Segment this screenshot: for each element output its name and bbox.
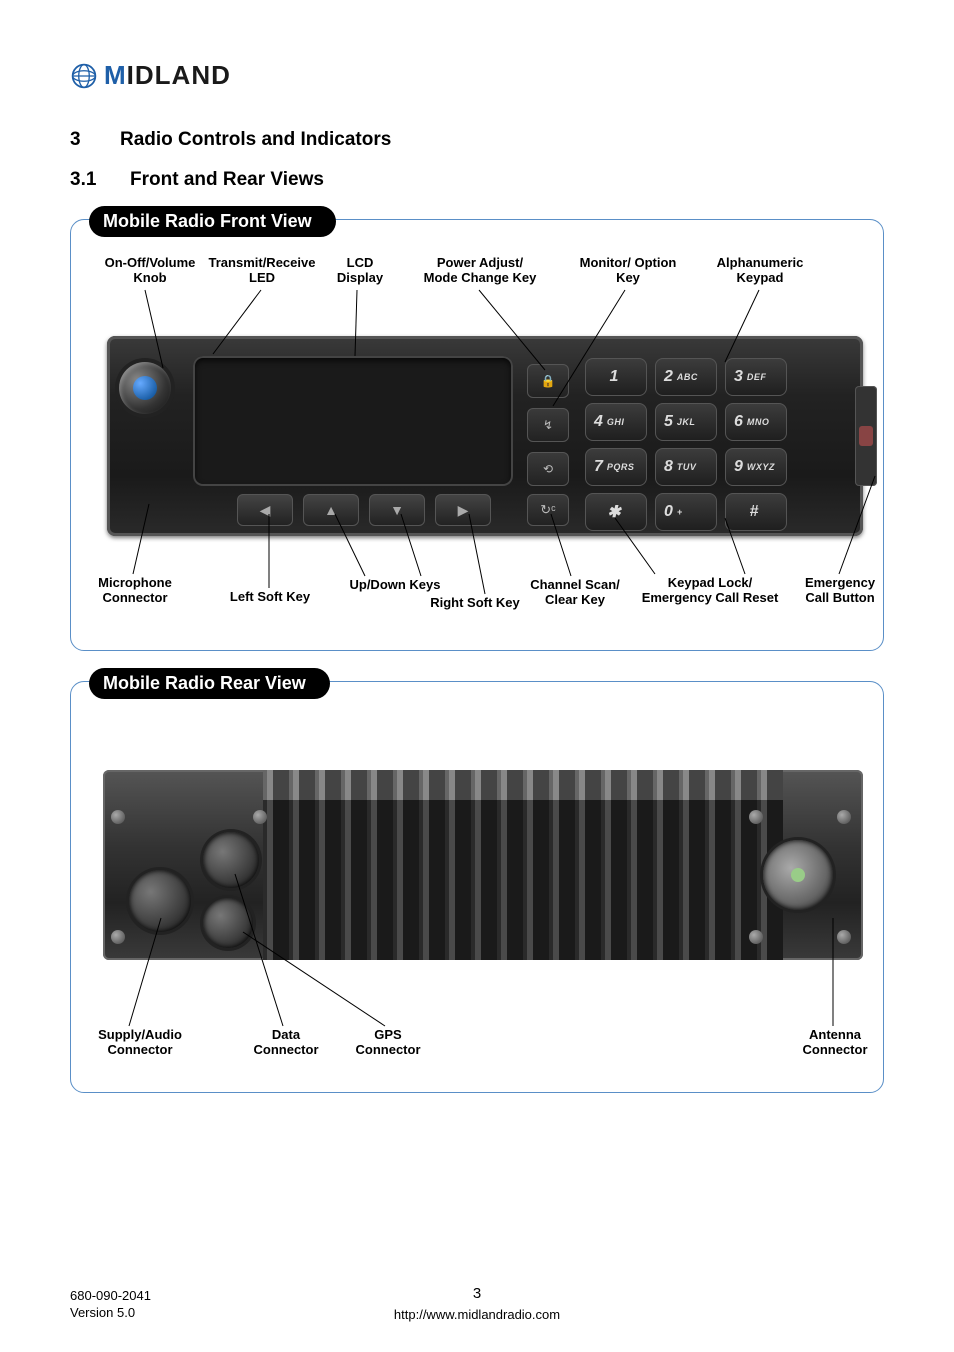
subsection-title: Front and Rear Views (130, 169, 324, 190)
soft-key: ▲ (303, 494, 359, 526)
callout-label: Supply/AudioConnector (85, 1028, 195, 1058)
alphanumeric-keypad: 12ABC3DEF 4GHI5JKL6MNO 7PQRS8TUV9WXYZ ✱0+# (585, 358, 787, 531)
volume-knob (119, 362, 171, 414)
callout-label: MicrophoneConnector (85, 576, 185, 606)
callout-label: Transmit/ReceiveLED (197, 256, 327, 286)
brand-logo: MIDLAND (70, 60, 884, 91)
screw-icon (837, 810, 851, 824)
rear-view-diagram: Supply/AudioConnector DataConnector GPSCon… (85, 718, 869, 1078)
side-button: 🔒 (527, 364, 569, 398)
lcd-display (193, 356, 513, 486)
side-button-column: 🔒 ↯ ⟲ (527, 364, 569, 486)
footer-page-number: 3 (473, 1285, 481, 1302)
side-button: ⟲ (527, 452, 569, 486)
clear-button: ↻ᶜ (527, 494, 569, 526)
screw-icon (111, 810, 125, 824)
footer-doc-info: 680-090-2041 Version 5.0 (70, 1288, 151, 1322)
soft-key: ▼ (369, 494, 425, 526)
callout-label: AntennaConnector (785, 1028, 885, 1058)
heatsink-fins (263, 770, 783, 960)
soft-key: ▶ (435, 494, 491, 526)
callout-label: AlphanumericKeypad (695, 256, 825, 286)
keypad-key: 1 (585, 358, 647, 396)
screw-icon (837, 930, 851, 944)
section-number: 3 (70, 129, 120, 151)
screw-icon (749, 930, 763, 944)
callout-label: DataConnector (241, 1028, 331, 1058)
rear-view-title: Mobile Radio Rear View (89, 668, 330, 699)
gps-connector (203, 898, 253, 948)
subsection-heading: 3.1Front and Rear Views (70, 169, 884, 191)
callout-label: Power Adjust/Mode Change Key (405, 256, 555, 286)
radio-front-body: ◀ ▲ ▼ ▶ 🔒 ↯ ⟲ ↻ᶜ 12ABC3DEF 4GHI5JKL6MNO 7PQRS8T… (107, 336, 863, 536)
keypad-key: 6MNO (725, 403, 787, 441)
callout-label: LCDDisplay (325, 256, 395, 286)
keypad-key: 8TUV (655, 448, 717, 486)
subsection-number: 3.1 (70, 169, 130, 191)
keypad-key: # (725, 493, 787, 531)
supply-audio-connector (129, 870, 191, 932)
softkey-row: ◀ ▲ ▼ ▶ (237, 494, 491, 526)
footer-doc-number: 680-090-2041 (70, 1288, 151, 1305)
keypad-key: 4GHI (585, 403, 647, 441)
section-heading: 3Radio Controls and Indicators (70, 129, 884, 151)
footer-version: Version 5.0 (70, 1305, 151, 1322)
keypad-key: 7PQRS (585, 448, 647, 486)
front-view-box: Mobile Radio Front View ◀▲▼▶ 🔒↯⟲ ↻ᶜ 12AB… (70, 219, 884, 651)
keypad-key: 5JKL (655, 403, 717, 441)
callout-label: Up/Down Keys (335, 578, 455, 593)
callout-label: On-Off/VolumeKnob (95, 256, 205, 286)
keypad-key: 3DEF (725, 358, 787, 396)
footer-url: http://www.midlandradio.com (394, 1307, 560, 1322)
antenna-connector (763, 840, 833, 910)
callout-label: EmergencyCall Button (790, 576, 890, 606)
globe-icon (70, 62, 98, 90)
callout-label: GPSConnector (343, 1028, 433, 1058)
callout-label: Channel Scan/Clear Key (515, 578, 635, 608)
brand-text: MIDLAND (104, 60, 231, 91)
callout-label: Monitor/ OptionKey (563, 256, 693, 286)
screw-icon (253, 810, 267, 824)
front-view-diagram: ◀ ▲ ▼ ▶ 🔒 ↯ ⟲ ↻ᶜ 12ABC3DEF 4GHI5JKL6MNO 7PQRS8T… (85, 256, 869, 636)
callout-label: Keypad Lock/Emergency Call Reset (625, 576, 795, 606)
keypad-key: 0+ (655, 493, 717, 531)
soft-key: ◀ (237, 494, 293, 526)
emergency-button (855, 386, 877, 486)
side-button: ↯ (527, 408, 569, 442)
section-title: Radio Controls and Indicators (120, 129, 391, 150)
front-view-title: Mobile Radio Front View (89, 206, 336, 237)
callout-label: Left Soft Key (215, 590, 325, 605)
data-connector (203, 832, 259, 888)
screw-icon (111, 930, 125, 944)
keypad-key: 2ABC (655, 358, 717, 396)
keypad-key: ✱ (585, 493, 647, 531)
rear-view-box: Mobile Radio Rear View Supply/AudioConne… (70, 681, 884, 1093)
screw-icon (749, 810, 763, 824)
keypad-key: 9WXYZ (725, 448, 787, 486)
radio-rear-body (103, 770, 863, 960)
